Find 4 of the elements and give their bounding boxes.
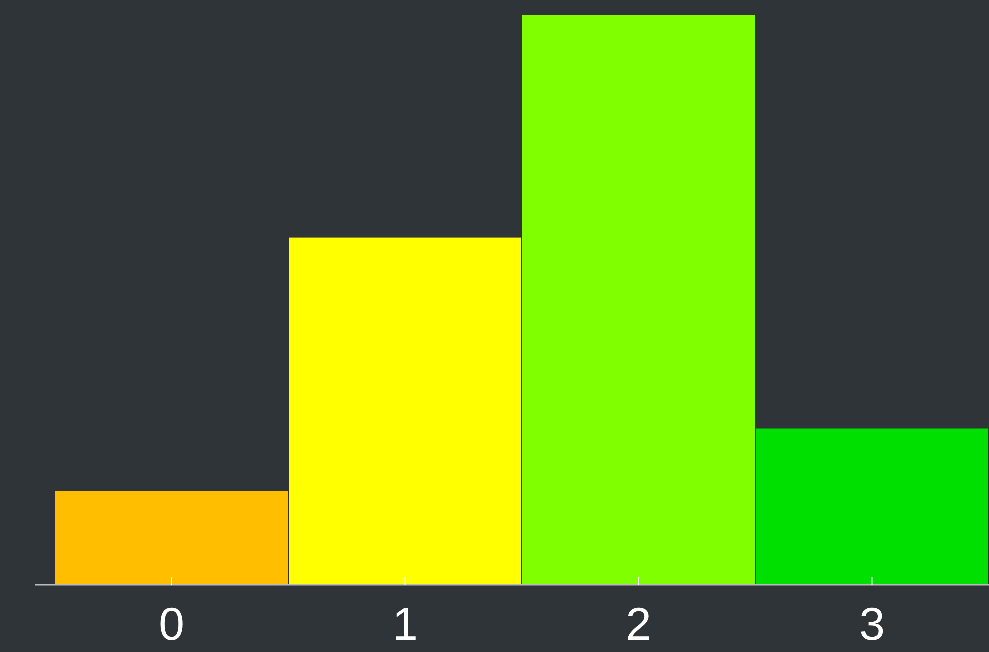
x-tick-label: 3 [859, 598, 886, 650]
x-tick-label: 0 [158, 598, 185, 650]
x-tick-label: 1 [392, 598, 418, 650]
x-tick-label: 2 [626, 598, 652, 650]
